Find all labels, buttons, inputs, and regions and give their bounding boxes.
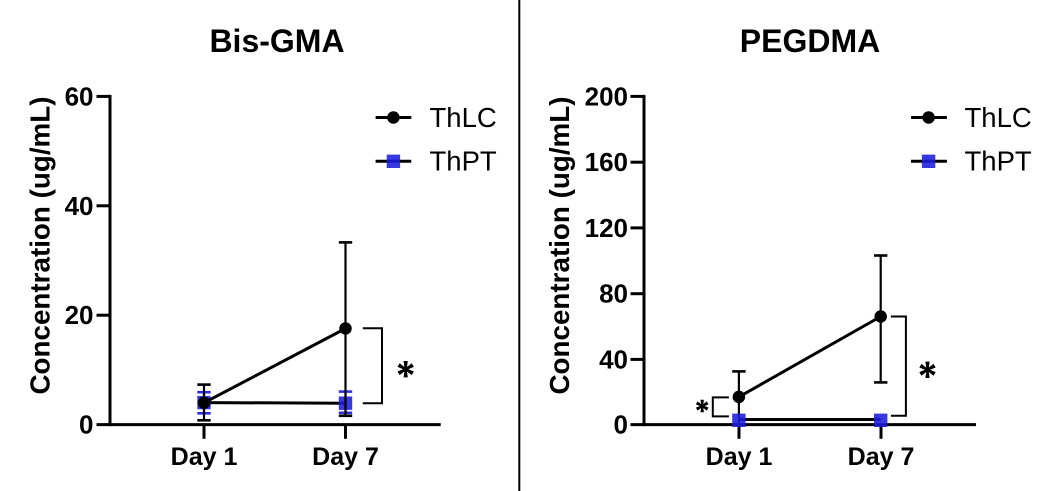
svg-text:0: 0 [614,410,628,440]
svg-text:Day 1: Day 1 [171,443,238,471]
svg-text:80: 80 [599,279,628,309]
svg-text:60: 60 [65,81,94,111]
svg-text:40: 40 [599,344,628,374]
svg-text:ThPT: ThPT [430,146,497,177]
svg-text:Concentration (ug/mL): Concentration (ug/mL) [24,96,55,394]
svg-text:Bis-GMA: Bis-GMA [209,23,344,59]
svg-text:160: 160 [585,147,628,177]
svg-text:Day 1: Day 1 [706,443,773,471]
svg-text:120: 120 [585,213,628,243]
svg-text:ThLC: ThLC [965,102,1032,133]
svg-text:0: 0 [79,410,93,440]
svg-text:200: 200 [585,81,628,111]
svg-text:40: 40 [65,191,94,221]
svg-text:Day 7: Day 7 [848,443,915,471]
svg-text:Concentration (ug/mL): Concentration (ug/mL) [544,96,575,394]
svg-text:ThLC: ThLC [430,102,497,133]
svg-text:Day 7: Day 7 [312,443,379,471]
svg-text:20: 20 [65,300,94,330]
svg-text:ThPT: ThPT [965,146,1032,177]
svg-text:PEGDMA: PEGDMA [740,23,880,59]
